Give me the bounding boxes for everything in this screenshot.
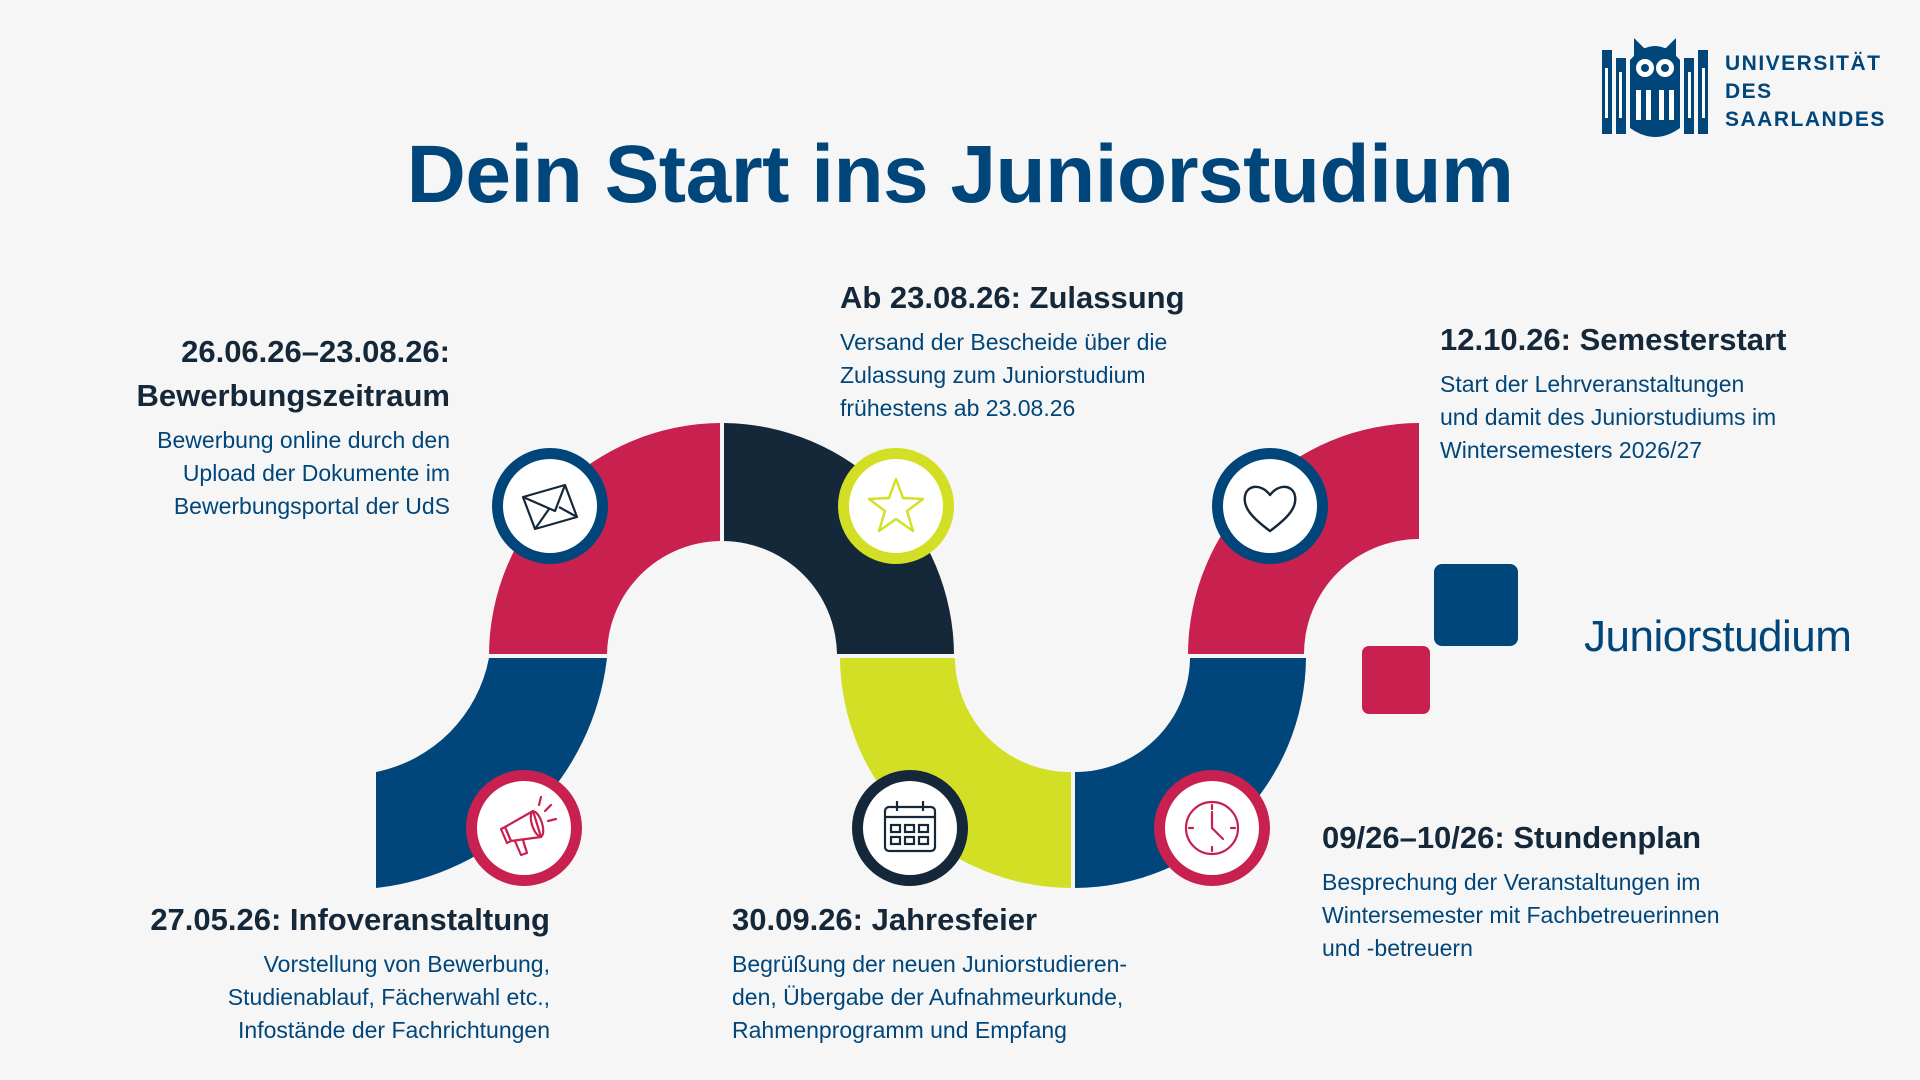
megaphone-badge bbox=[466, 770, 582, 886]
star-badge bbox=[838, 448, 954, 564]
step-description: Besprechung der Veranstaltungen im Winte… bbox=[1322, 869, 1720, 961]
envelope-badge bbox=[492, 448, 608, 564]
step-bewerbung: 26.06.26–23.08.26: Bewerbungszeitraum Be… bbox=[30, 330, 450, 523]
timeline-segment-infoveranstaltung bbox=[376, 658, 607, 888]
step-description: Start der Lehrveranstaltungen und damit … bbox=[1440, 371, 1777, 463]
page-title: Dein Start ins Juniorstudium bbox=[406, 129, 1514, 220]
clock-icon bbox=[1184, 800, 1240, 856]
owl-seal-icon bbox=[1602, 38, 1708, 137]
step-heading: 26.06.26–23.08.26: Bewerbungszeitraum bbox=[136, 334, 450, 413]
timeline-segment-bewerbung bbox=[489, 423, 720, 654]
brand-square-blue bbox=[1434, 564, 1518, 646]
heart-badge bbox=[1212, 448, 1328, 564]
timeline-segment-zulassung bbox=[724, 423, 954, 654]
university-name: UNIVERSITÄT DES SAARLANDES bbox=[1725, 52, 1886, 131]
step-description: Versand der Bescheide über die Zulassung… bbox=[840, 329, 1168, 421]
step-heading: Ab 23.08.26: Zulassung bbox=[840, 280, 1185, 315]
step-heading: 27.05.26: Infoveranstaltung bbox=[150, 902, 550, 937]
step-description: Bewerbung online durch den Upload der Do… bbox=[157, 427, 450, 519]
step-semesterstart: 12.10.26: Semesterstart Start der Lehrve… bbox=[1440, 318, 1900, 467]
step-description: Vorstellung von Bewerbung, Studienablauf… bbox=[227, 951, 550, 1043]
heart-icon bbox=[1243, 485, 1297, 533]
step-heading: 09/26–10/26: Stundenplan bbox=[1322, 820, 1702, 855]
megaphone-icon bbox=[499, 795, 558, 857]
step-heading: 30.09.26: Jahresfeier bbox=[732, 902, 1038, 937]
step-jahresfeier: 30.09.26: Jahresfeier Begrüßung der neue… bbox=[732, 898, 1232, 1047]
step-stundenplan: 09/26–10/26: Stundenplan Besprechung der… bbox=[1322, 816, 1822, 965]
envelope-icon bbox=[521, 483, 579, 531]
step-zulassung: Ab 23.08.26: Zulassung Versand der Besch… bbox=[840, 276, 1310, 425]
timeline-segment-jahresfeier bbox=[840, 658, 1071, 888]
brand-squares bbox=[1362, 564, 1518, 714]
step-description: Begrüßung der neuen Juniorstudieren- den… bbox=[732, 951, 1128, 1043]
calendar-icon bbox=[883, 801, 937, 853]
step-infoveranstaltung: 27.05.26: Infoveranstaltung Vorstellung … bbox=[90, 898, 550, 1047]
calendar-badge bbox=[852, 770, 968, 886]
star-icon bbox=[867, 477, 925, 533]
step-heading: 12.10.26: Semesterstart bbox=[1440, 322, 1787, 357]
brand-square-red bbox=[1362, 646, 1430, 714]
brand-word: Juniorstudium bbox=[1584, 612, 1852, 661]
clock-badge bbox=[1154, 770, 1270, 886]
university-logo: UNIVERSITÄT DES SAARLANDES bbox=[1600, 28, 1890, 148]
